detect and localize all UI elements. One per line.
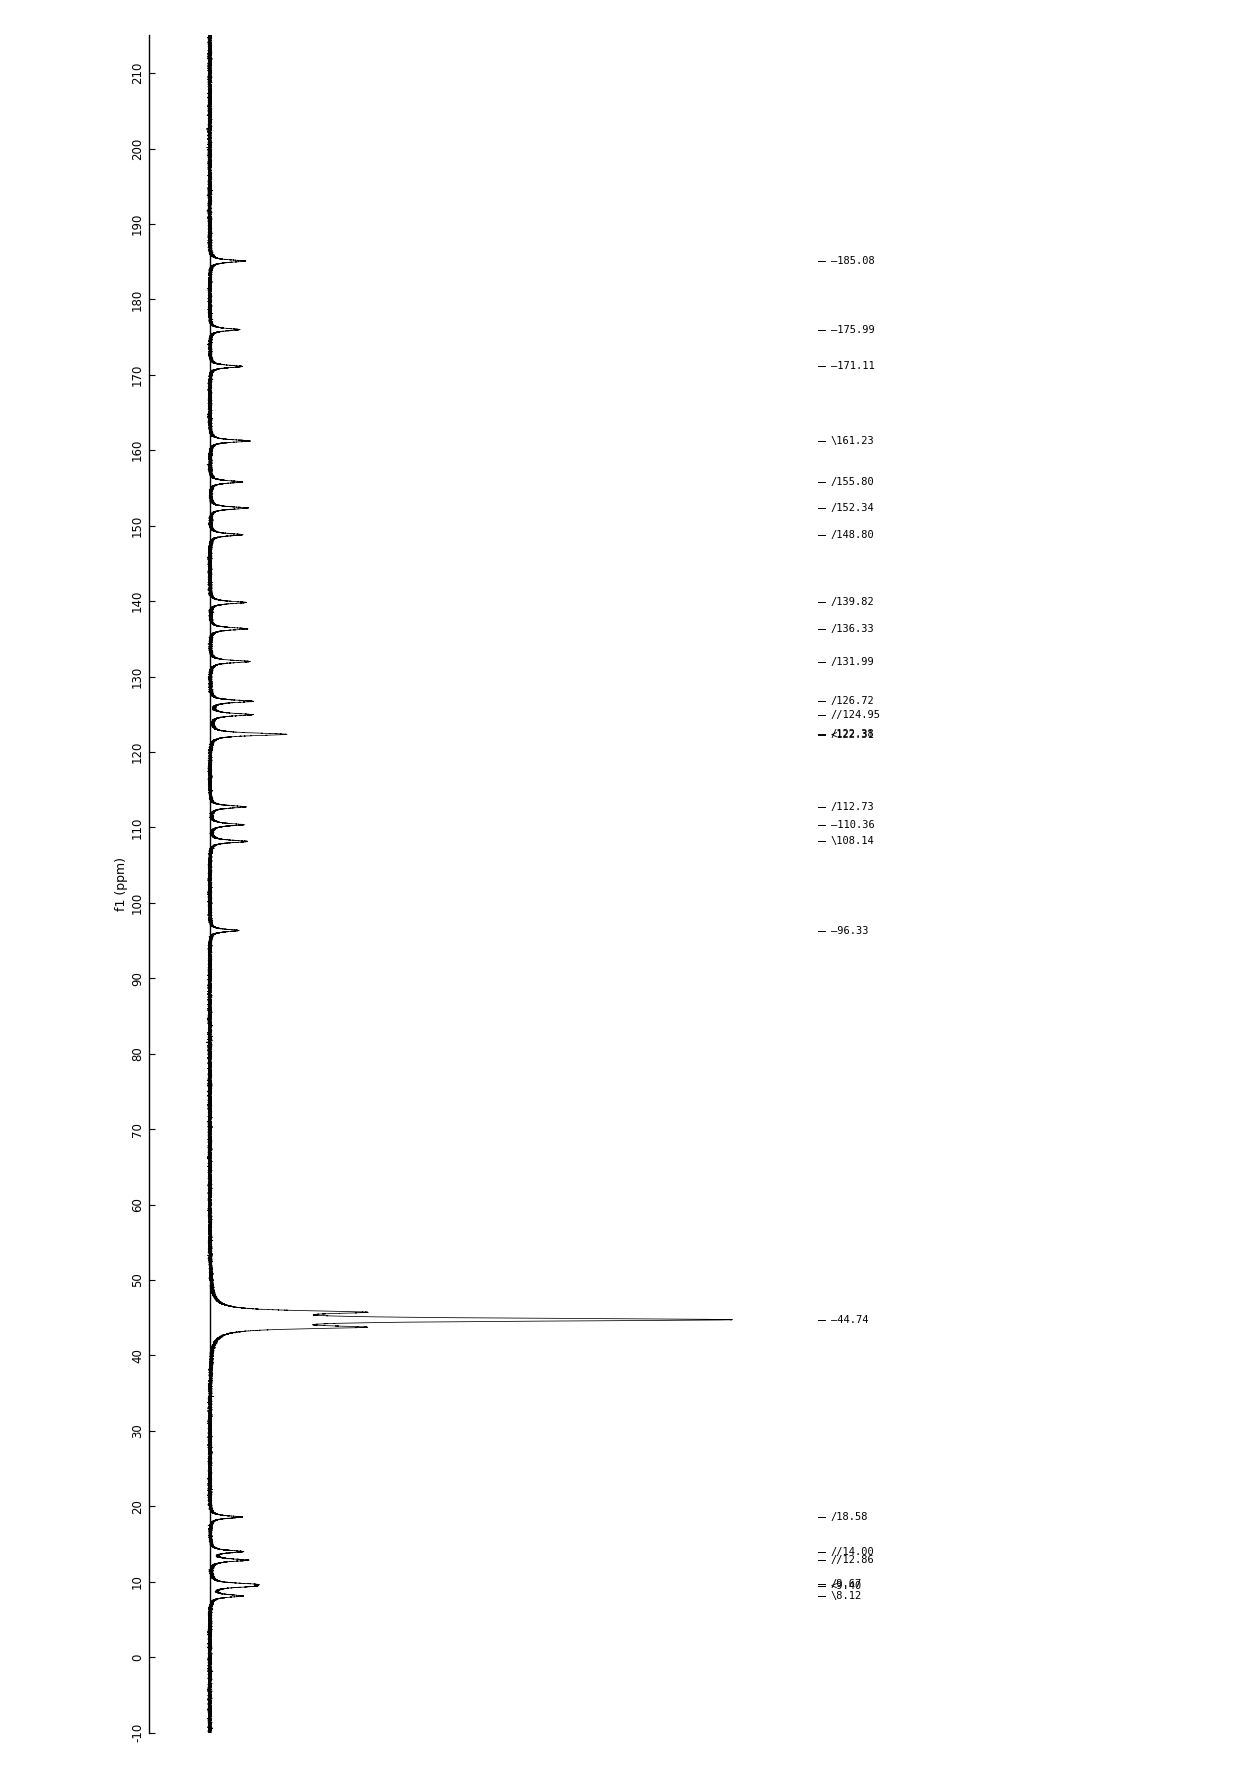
Text: \161.23: \161.23 [831,437,874,446]
Text: //14.00: //14.00 [831,1547,874,1556]
Text: —185.08: —185.08 [831,256,874,265]
Text: /112.73: /112.73 [831,803,874,812]
Text: //12.86: //12.86 [831,1556,874,1565]
Text: //124.95: //124.95 [831,709,880,720]
Text: /122.38: /122.38 [831,728,874,739]
Text: /155.80: /155.80 [831,477,874,486]
Text: <9.40: <9.40 [831,1581,862,1591]
Text: /18.58: /18.58 [831,1512,868,1522]
Text: /126.72: /126.72 [831,697,874,705]
Text: —96.33: —96.33 [831,925,868,935]
Text: \108.14: \108.14 [831,836,874,847]
Text: /139.82: /139.82 [831,598,874,608]
Text: /136.33: /136.33 [831,624,874,633]
Text: <122.31: <122.31 [831,730,874,739]
Y-axis label: f1 (ppm): f1 (ppm) [115,857,128,911]
Text: /148.80: /148.80 [831,530,874,539]
Text: —110.36: —110.36 [831,820,874,829]
Text: —175.99: —175.99 [831,325,874,334]
Text: —44.74: —44.74 [831,1315,868,1324]
Text: /152.34: /152.34 [831,504,874,513]
Text: —171.11: —171.11 [831,361,874,371]
Text: /131.99: /131.99 [831,656,874,667]
Text: \8.12: \8.12 [831,1591,862,1602]
Text: /9.67: /9.67 [831,1579,862,1589]
